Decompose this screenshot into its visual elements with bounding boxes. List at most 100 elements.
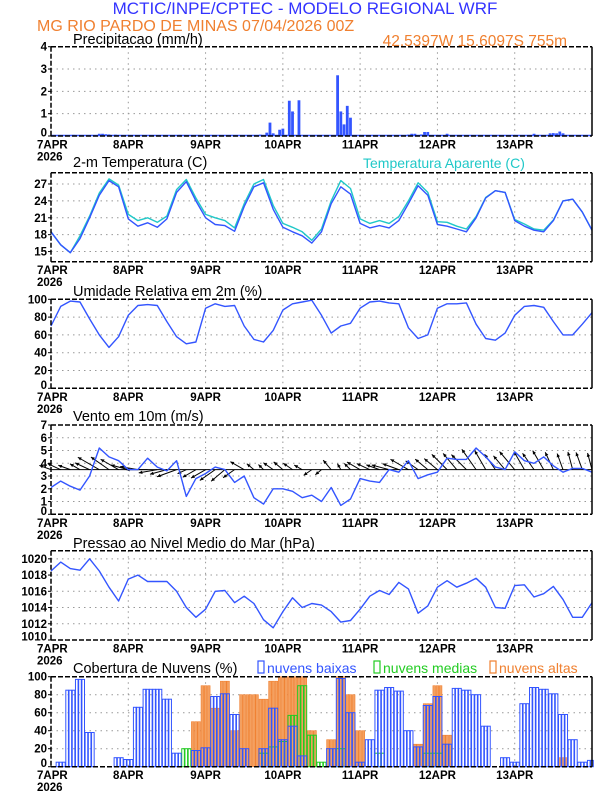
mid-clouds-legend-swatch [373,660,381,674]
low-cloud-bar [403,730,408,768]
precip-bar [97,133,101,136]
wind-vector-head [110,464,115,468]
low-cloud-bar [142,688,147,768]
wind-vector-head [356,463,361,467]
y-tick-label: 1014 [21,603,47,615]
low-cloud-bar [506,757,511,768]
low-cloud-bar [532,687,536,768]
precip-bar [258,134,262,136]
low-cloud-bar [454,687,459,768]
y-tick-label: 4 [41,42,48,54]
precip-bar [555,133,558,136]
low-cloud-bar [409,730,414,768]
clouds-title: Cobertura de Nuvens (%) [73,661,237,677]
low-cloud-bar [500,757,504,768]
x-tick-label: 12APR [419,644,457,656]
low-cloud-bar [161,698,166,768]
rh-series-line [50,299,593,349]
low-cloud-bar [335,678,340,768]
x-tick-label: 7APR [37,265,68,277]
wind-vector-head [258,464,263,469]
low-cloud-bar [525,703,530,768]
temp-panel: 15 18 21 24 27 7APR 8APR 9APR 10APR 11APR 12APR 13A… [34,171,593,289]
wind-vector-head [424,458,429,463]
low-cloud-bar [149,688,153,768]
temp-series-line [50,179,593,254]
low-cloud-bar [87,732,92,768]
low-cloud-bar [554,693,559,768]
high-cloud-bar [361,730,365,768]
x-tick-label: 8APR [113,265,144,277]
wind-vector-head [474,450,479,455]
y-tick-label: 60 [34,330,47,342]
low-cloud-bar [380,689,385,768]
wind-vector-head [567,451,571,456]
low-cloud-bar [541,688,546,768]
wind-vector-head [532,450,537,455]
low-cloud-bar [396,690,401,768]
wind-vector-head [545,452,549,457]
wind-vector-head [522,453,527,458]
wind-vector-head [493,455,498,460]
low-cloud-bar [71,689,76,768]
x-year-label: 2026 [37,656,63,668]
y-tick-label: 21 [34,213,47,225]
low-cloud-bar [84,732,89,768]
precip-bar [558,131,562,136]
precip-bar [342,124,346,136]
x-tick-label: 9APR [190,644,221,656]
x-tick-label: 9APR [190,518,221,530]
x-tick-label: 11APR [342,265,379,277]
low-cloud-bar [548,693,552,768]
low-cloud-bar [258,748,263,768]
y-tick-label: 7 [41,420,47,432]
low-cloud-bar [432,696,437,768]
low-cloud-bar [300,755,304,768]
x-year-label: 2026 [37,404,63,416]
high-cloud-bar [358,730,362,768]
precip-bar [445,133,449,136]
wind-vector-head [586,453,591,457]
x-tick-label: 13APR [496,140,534,152]
y-tick-label: 1 [41,497,48,509]
low-cloud-bar [393,690,398,768]
wind-vector-head [39,465,44,469]
low-cloud-bar [123,759,127,768]
low-cloud-bar [68,689,73,768]
x-tick-label: 7APR [37,392,68,404]
low-clouds-legend: nuvens baixas [267,660,357,676]
high-cloud-bar [252,694,256,768]
low-cloud-bar [171,752,176,768]
wind-vector-head [138,470,143,475]
x-tick-label: 12APR [419,518,457,530]
low-cloud-bar [425,705,430,768]
wind-vector-head [191,474,196,479]
low-cloud-bar [65,689,69,768]
low-cloud-bar [406,730,411,768]
precip-bar [339,111,343,136]
precip-bar [426,131,430,136]
x-tick-label: 10APR [264,644,302,656]
low-cloud-bar [374,689,379,768]
x-tick-label: 12APR [419,392,457,404]
precip-bar [287,100,291,136]
low-cloud-bar [477,694,482,768]
y-tick-label: 2 [41,86,47,98]
y-tick-label: 5 [41,446,48,458]
y-tick-label: 24 [34,196,47,208]
low-cloud-bar [120,757,124,768]
low-cloud-bar [264,748,269,768]
low-cloud-bar [390,687,395,768]
wind-vector-head [149,471,154,475]
apparent-temp-legend: Temperatura Aparente (C) [363,155,525,171]
y-tick-label: 18 [34,230,47,242]
y-tick-label: 0 [41,380,47,392]
low-cloud-bar [62,761,66,768]
x-tick-label: 12APR [419,265,457,277]
x-tick-label: 12APR [419,140,457,152]
low-cloud-bar [509,761,514,768]
low-cloud-bar [158,688,163,768]
low-cloud-bar [152,688,156,768]
